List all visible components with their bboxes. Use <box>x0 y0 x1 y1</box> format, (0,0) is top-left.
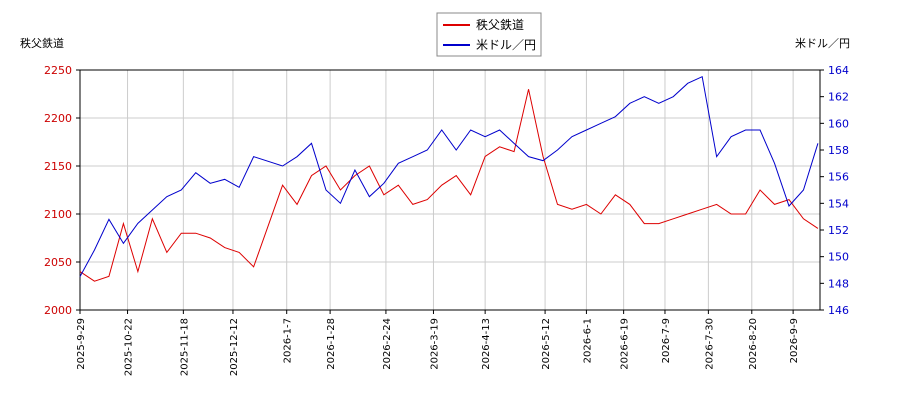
y-tick-label: 2000 <box>44 304 72 317</box>
x-tick-label: 2026-6-19 <box>620 318 631 370</box>
y2-tick-label: 150 <box>828 251 849 264</box>
x-tick-label: 2026-2-24 <box>382 318 393 370</box>
y2-tick-label: 162 <box>828 91 849 104</box>
x-tick-label: 2026-6-1 <box>582 318 593 363</box>
y-tick-label: 2200 <box>44 112 72 125</box>
x-tick-label: 2026-8-20 <box>748 318 759 370</box>
y2-tick-label: 158 <box>828 144 849 157</box>
y2-tick-label: 164 <box>828 64 849 77</box>
y-tick-label: 2150 <box>44 160 72 173</box>
x-tick-label: 2026-9-9 <box>789 318 800 363</box>
x-tick-label: 2025-12-12 <box>229 318 240 376</box>
legend-box <box>436 12 542 57</box>
x-tick-label: 2026-7-9 <box>661 318 672 363</box>
x-tick-label: 2026-7-30 <box>704 318 715 370</box>
y-tick-label: 2050 <box>44 256 72 269</box>
x-tick-label: 2026-1-28 <box>326 318 337 370</box>
x-tick-label: 2026-4-13 <box>481 318 492 370</box>
y2-tick-label: 148 <box>828 277 849 290</box>
x-tick-label: 2025-10-22 <box>124 318 135 376</box>
line-series <box>79 89 819 282</box>
legend-label: 秩父鉄道 <box>476 17 524 32</box>
x-tick-label: 2026-3-19 <box>429 318 440 370</box>
line-series <box>79 75 819 277</box>
y2-axis-title: 米ドル／円 <box>795 37 850 50</box>
y2-tick-label: 156 <box>828 171 849 184</box>
y2-tick-label: 146 <box>828 304 849 317</box>
plot-area <box>80 70 820 310</box>
y-tick-label: 2100 <box>44 208 72 221</box>
y-axis-title: 秩父鉄道 <box>20 36 64 50</box>
x-tick-label: 2026-1-7 <box>283 318 294 363</box>
x-tick-label: 2025-11-18 <box>179 318 190 376</box>
y2-tick-label: 154 <box>828 197 849 210</box>
y2-tick-label: 152 <box>828 224 849 237</box>
legend-label: 米ドル／円 <box>476 38 536 52</box>
y2-tick-label: 160 <box>828 117 849 130</box>
plot-frame <box>79 69 821 311</box>
x-tick-label: 2026-5-12 <box>541 318 552 370</box>
x-tick-label: 2025-9-29 <box>76 318 87 370</box>
y-tick-label: 2250 <box>44 64 72 77</box>
